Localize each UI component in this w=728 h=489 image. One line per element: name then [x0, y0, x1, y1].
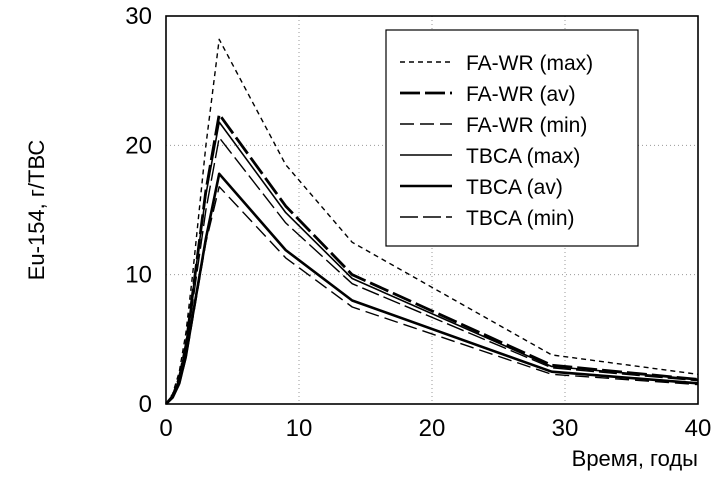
series-line-5: [165, 172, 699, 405]
tick-labels: 0 10 20 30 40 0 10 20 30: [125, 3, 711, 442]
x-tick-label-1: 10: [286, 415, 313, 442]
x-axis-label: Время, годы: [572, 446, 698, 471]
series-line-4: [165, 121, 699, 405]
y-tick-label-3: 30: [125, 3, 152, 30]
legend-label-3: FA-WR (min): [466, 114, 587, 137]
x-tick-label-3: 30: [552, 415, 579, 442]
legend-label-2: FA-WR (av): [466, 83, 576, 106]
series-lines: [164, 38, 699, 405]
y-tick-label-0: 0: [139, 391, 152, 418]
legend-box: [385, 29, 639, 247]
series-line-1: [165, 38, 699, 405]
legend-label-6: TBCA (min): [466, 207, 575, 230]
y-tick-label-1: 10: [125, 262, 152, 289]
legend: FA-WR (max) FA-WR (av) FA-WR (min) TBCA (ma…: [385, 29, 639, 247]
y-tick-label-2: 20: [125, 132, 152, 159]
legend-label-4: TBCA (max): [466, 145, 580, 168]
legend-label-5: TBCA (av): [466, 176, 563, 199]
x-tick-label-0: 0: [159, 415, 172, 442]
y-axis-label: Eu-154, г/ТВС: [24, 140, 49, 281]
x-tick-label-4: 40: [685, 415, 712, 442]
plot-frame: [165, 15, 699, 405]
legend-label-1: FA-WR (max): [466, 52, 593, 75]
x-tick-label-2: 20: [419, 415, 446, 442]
series-line-6: [165, 136, 699, 405]
